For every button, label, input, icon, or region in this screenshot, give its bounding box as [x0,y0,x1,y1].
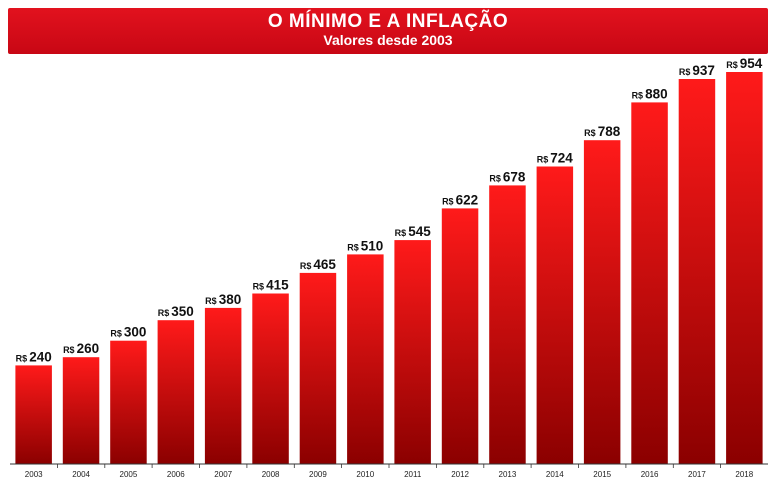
x-tick-2006: 2006 [167,470,185,479]
bar-2015 [583,140,621,464]
data-label-2003: R$ 240 [16,349,52,364]
data-label-2016: R$ 880 [632,86,668,101]
bar-2009 [299,272,337,464]
x-tick-2011: 2011 [404,470,422,479]
x-tick-labels: 2003 2004 2005 2006 2007 2008 2009 2010 2011 2012… [25,464,754,479]
data-label-2004: R$ 260 [63,341,99,356]
data-label-2011: R$ 545 [395,224,432,239]
bar-2004 [62,357,100,464]
data-label-2018: R$ 954 [726,56,763,71]
data-label-2006: R$ 350 [158,304,194,319]
data-label-2010: R$ 510 [347,238,383,253]
bars-group: R$ 240 R$ 260 R$ 300 R$ 350 R$ 380 R$ 415 R$ 465 R$ 510… [15,56,763,465]
x-tick-2004: 2004 [72,470,90,479]
x-tick-2016: 2016 [641,470,659,479]
data-label-2008: R$ 415 [253,278,290,293]
bar-2018 [726,72,763,464]
bar-2017 [678,79,716,464]
x-tick-2008: 2008 [262,470,280,479]
x-tick-2017: 2017 [688,470,706,479]
data-label-2017: R$ 937 [679,63,715,78]
data-label-2009: R$ 465 [300,257,337,272]
x-tick-2009: 2009 [309,470,327,479]
title-banner: O MÍNIMO E A INFLAÇÃO Valores desde 2003 [8,8,768,54]
bar-2011 [394,240,431,464]
bar-2003 [15,365,52,464]
bar-2007 [204,307,242,464]
data-label-2013: R$ 678 [489,169,526,184]
data-label-2007: R$ 380 [205,292,241,307]
data-label-2015: R$ 788 [584,124,621,139]
bar-2005 [110,340,147,464]
x-tick-2015: 2015 [593,470,611,479]
bar-2008 [252,293,289,464]
chart-subtitle: Valores desde 2003 [323,32,453,48]
data-label-2012: R$ 622 [442,192,478,207]
x-tick-2003: 2003 [25,470,43,479]
data-label-2014: R$ 724 [537,151,574,166]
bar-2012 [441,208,479,464]
bar-2010 [347,254,384,464]
x-tick-2013: 2013 [499,470,517,479]
x-tick-2012: 2012 [451,470,469,479]
bar-2013 [489,185,526,464]
x-tick-2014: 2014 [546,470,564,479]
x-tick-2005: 2005 [120,470,138,479]
x-tick-2018: 2018 [735,470,753,479]
x-tick-2007: 2007 [214,470,232,479]
bar-2006 [157,320,195,464]
bar-2014 [536,166,574,464]
data-label-2005: R$ 300 [110,325,146,340]
chart-title: O MÍNIMO E A INFLAÇÃO [267,11,509,32]
bar-2016 [631,102,668,465]
x-tick-2010: 2010 [356,470,374,479]
